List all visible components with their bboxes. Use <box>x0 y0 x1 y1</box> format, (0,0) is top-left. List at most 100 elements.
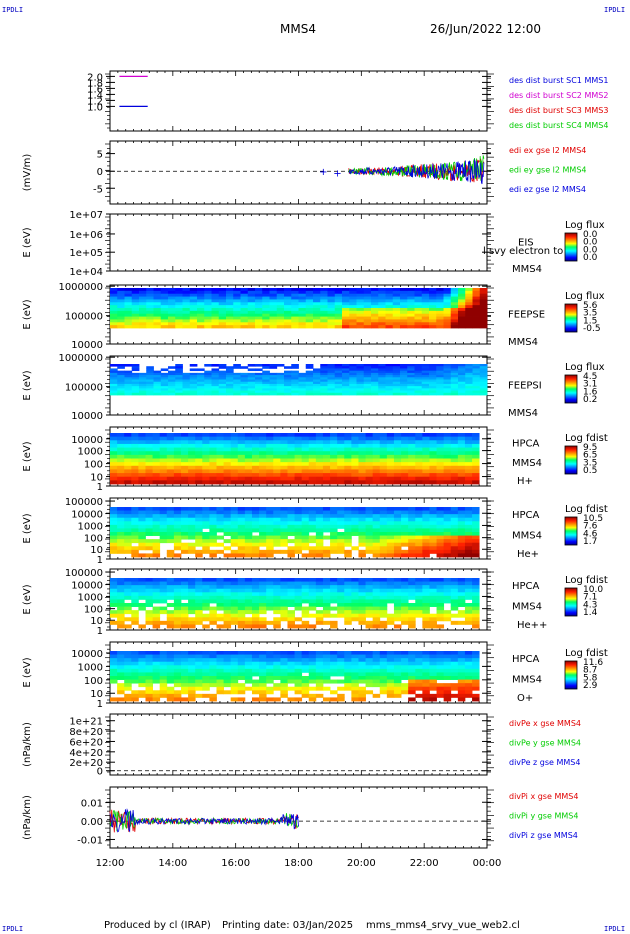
spectrogram-cell <box>259 553 267 558</box>
y-tick-label: 1e+06 <box>69 230 103 241</box>
spectrogram-cell <box>276 372 285 376</box>
spectrogram-cell <box>175 310 183 315</box>
spectrogram-cell <box>211 322 220 326</box>
spectrogram-cell <box>218 293 227 297</box>
spectrogram-cell <box>342 288 350 292</box>
spectrogram-cell <box>168 388 176 391</box>
spectrogram-cell <box>269 308 278 312</box>
spectrogram-cell <box>363 377 372 380</box>
spectrogram-cell <box>386 620 395 625</box>
spectrogram-cell <box>422 617 430 622</box>
spectrogram-cell <box>379 433 388 438</box>
spectrogram-cell <box>223 469 232 474</box>
spectrogram-cell <box>414 366 423 369</box>
spectrogram-cell <box>443 507 452 511</box>
colorbar <box>564 303 578 333</box>
spectrogram-cell <box>138 624 146 629</box>
spectrogram-cell <box>124 686 132 691</box>
spectrogram-cell <box>117 433 125 438</box>
spectrogram-cell <box>131 433 139 438</box>
spectrogram-cell <box>305 375 314 378</box>
spectrogram-cell <box>110 588 118 593</box>
spectrogram-cell <box>443 617 452 622</box>
spectrogram-cell <box>240 313 249 317</box>
spectrogram-cell <box>308 443 317 448</box>
spectrogram-cell <box>273 507 281 511</box>
spectrogram-cell <box>223 610 232 615</box>
spectrogram-cell <box>266 542 274 547</box>
spectrogram-cell <box>386 465 395 470</box>
spectrogram-cell <box>237 458 246 463</box>
spectrogram-cell <box>233 386 241 389</box>
spectrogram-cell <box>458 299 466 303</box>
spectrogram-cell <box>173 693 182 698</box>
spectrogram-cell <box>226 390 234 394</box>
spectrogram-cell <box>315 480 324 485</box>
spectrogram-cell <box>259 473 267 478</box>
spectrogram-cell <box>291 377 299 380</box>
spectrogram-cell <box>188 606 196 611</box>
spectrogram-cell <box>195 599 203 604</box>
spectrogram-cell <box>378 310 386 315</box>
spectrogram-cell <box>330 592 338 597</box>
spectrogram-cell <box>244 549 253 554</box>
spectrogram-cell <box>138 606 146 611</box>
spectrogram-cell <box>305 299 314 303</box>
spectrogram-cell <box>233 364 241 367</box>
spectrogram-cell <box>259 451 267 456</box>
spectrogram-cell <box>139 375 147 378</box>
spectrogram-cell <box>251 510 260 515</box>
spectrogram-cell <box>458 375 466 378</box>
spectrogram-cell <box>266 528 274 533</box>
spectrogram-cell <box>372 473 381 478</box>
spectrogram-cell <box>211 302 220 306</box>
spectrogram-cell <box>479 302 488 306</box>
spectrogram-cell <box>393 447 402 452</box>
colorbar <box>564 374 578 404</box>
spectrogram-cell <box>386 588 395 593</box>
spectrogram-cell <box>351 436 359 441</box>
spectrogram-cell <box>287 465 295 470</box>
spectrogram-cell <box>422 535 430 540</box>
spectrogram-cell <box>188 458 196 463</box>
spectrogram-cell <box>305 313 314 317</box>
spectrogram-cell <box>443 381 452 385</box>
spectrogram-cell <box>146 368 154 372</box>
spectrogram-cell <box>429 476 437 481</box>
spectrogram-cell <box>344 480 352 485</box>
spectrogram-cell <box>400 293 408 297</box>
spectrogram-cell <box>131 517 139 522</box>
spectrogram-cell <box>240 381 249 385</box>
spectrogram-cell <box>117 668 125 673</box>
spectrogram-cell <box>209 517 217 522</box>
spectrogram-cell <box>344 542 352 547</box>
spectrogram-cell <box>152 610 161 615</box>
spectrogram-cell <box>401 549 409 554</box>
spectrogram-cell <box>124 539 132 544</box>
spectrogram-cell <box>173 546 182 551</box>
spectrogram-cell <box>407 293 415 297</box>
spectrogram-cell <box>230 620 239 625</box>
spectrogram-cell <box>131 288 140 292</box>
spectrogram-cell <box>247 379 256 383</box>
spectrogram-cell <box>358 447 366 452</box>
spectrogram-cell <box>240 388 249 391</box>
spacecraft-title: MMS4 <box>280 22 316 36</box>
spectrogram-cell <box>216 592 224 597</box>
spectrogram-cell <box>159 539 168 544</box>
spectrogram-cell <box>294 473 303 478</box>
spectrogram-cell <box>443 383 452 387</box>
spectrogram-cell <box>322 595 331 600</box>
spectrogram-cell <box>276 390 285 394</box>
spectrogram-cell <box>415 458 423 463</box>
spectrogram-cell <box>479 293 488 297</box>
spectrogram-cell <box>180 451 189 456</box>
spectrogram-cell <box>218 372 227 376</box>
spectrogram-cell <box>117 383 125 387</box>
spectrogram-cell <box>237 524 246 529</box>
spectrogram-cell <box>173 676 182 680</box>
spectrogram-cell <box>464 458 473 463</box>
spectrogram-cell <box>117 683 125 688</box>
spectrogram-cell <box>188 476 196 481</box>
spectrogram-cell <box>358 588 366 593</box>
